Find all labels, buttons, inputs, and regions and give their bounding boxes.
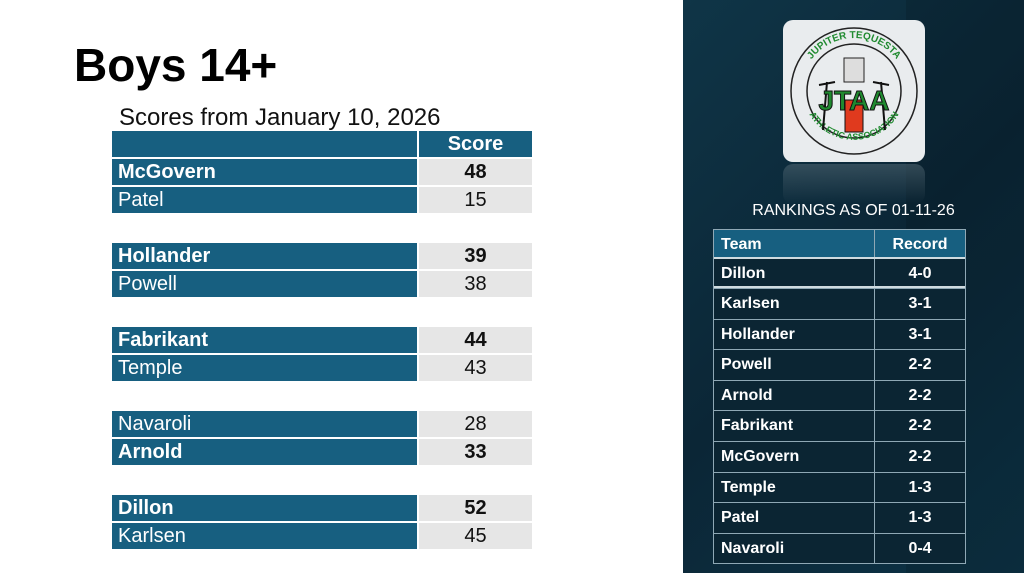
team-score: 28 bbox=[419, 411, 532, 437]
rankings-panel: JUPITER TEQUESTA ATHLETIC ASSOCIATION JT… bbox=[683, 0, 1024, 573]
ranking-team: Patel bbox=[714, 503, 875, 533]
score-row: Hollander 39 bbox=[112, 243, 532, 269]
ranking-row: Karlsen 3-1 bbox=[714, 288, 965, 319]
score-row: Powell 38 bbox=[112, 271, 532, 297]
team-name: Hollander bbox=[112, 243, 417, 269]
ranking-record: 2-2 bbox=[908, 417, 932, 435]
team-score: 15 bbox=[419, 187, 532, 213]
score-row: McGovern 48 bbox=[112, 159, 532, 185]
ranking-row: Powell 2-2 bbox=[714, 349, 965, 380]
page-subtitle: Scores from January 10, 2026 bbox=[119, 104, 441, 131]
ranking-team: Temple bbox=[714, 472, 875, 503]
logo-reflection bbox=[783, 164, 925, 204]
team-column-header bbox=[112, 131, 417, 157]
team-name: Dillon bbox=[112, 495, 417, 521]
ranking-record: 0-4 bbox=[908, 539, 932, 557]
ranking-row: McGovern 2-2 bbox=[714, 440, 965, 472]
ranking-team: Hollander bbox=[714, 319, 875, 350]
score-row: Fabrikant 44 bbox=[112, 327, 532, 353]
ranking-record: 2-2 bbox=[908, 356, 932, 374]
ranking-team: McGovern bbox=[714, 441, 875, 472]
ranking-record: 2-2 bbox=[908, 386, 932, 404]
team-name: Temple bbox=[112, 355, 417, 381]
ranking-row: Patel 1-3 bbox=[714, 502, 965, 533]
record-header: Record bbox=[892, 236, 948, 253]
ranking-team: Dillon bbox=[714, 259, 875, 286]
team-name: Arnold bbox=[112, 439, 417, 465]
rankings-header-row: Team Record bbox=[714, 230, 965, 259]
team-score: 45 bbox=[419, 523, 532, 549]
score-row: Navaroli 28 bbox=[112, 411, 532, 437]
team-score: 43 bbox=[419, 355, 532, 381]
ranking-team: Navaroli bbox=[714, 533, 875, 564]
score-row: Temple 43 bbox=[112, 355, 532, 381]
ranking-record: 3-1 bbox=[908, 295, 932, 312]
ranking-row: Temple 1-3 bbox=[714, 471, 965, 503]
svg-text:JUPITER TEQUESTA: JUPITER TEQUESTA bbox=[805, 30, 903, 61]
game-spacer bbox=[112, 299, 532, 327]
team-name: Karlsen bbox=[112, 523, 417, 549]
score-row: Karlsen 45 bbox=[112, 523, 532, 549]
rankings-title: RANKINGS AS OF 01-11-26 bbox=[752, 202, 955, 219]
team-score: 48 bbox=[419, 159, 532, 185]
ranking-team: Arnold bbox=[714, 380, 875, 411]
game-spacer bbox=[112, 383, 532, 411]
team-score: 52 bbox=[419, 495, 532, 521]
team-name: Patel bbox=[112, 187, 417, 213]
ranking-row: Arnold 2-2 bbox=[714, 379, 965, 411]
team-name: McGovern bbox=[112, 159, 417, 185]
team-score: 38 bbox=[419, 271, 532, 297]
ranking-record: 2-2 bbox=[908, 447, 932, 465]
score-row: Dillon 52 bbox=[112, 495, 532, 521]
game-spacer bbox=[112, 467, 532, 495]
ranking-team: Fabrikant bbox=[714, 411, 875, 441]
scores-table: Score McGovern 48 Patel 15 Hollander 39 Powell… bbox=[112, 131, 532, 551]
team-score: 39 bbox=[419, 243, 532, 269]
rankings-table: Team Record Dillon 4-0 Karlsen 3-1 Hollander… bbox=[713, 229, 966, 565]
score-row: Patel 15 bbox=[112, 187, 532, 213]
scores-header-row: Score bbox=[112, 131, 532, 157]
ranking-row: Navaroli 0-4 bbox=[714, 532, 965, 564]
ranking-row: Dillon 4-0 bbox=[714, 259, 965, 288]
logo-top-text: JUPITER TEQUESTA bbox=[805, 30, 903, 61]
team-score: 44 bbox=[419, 327, 532, 353]
ranking-row: Fabrikant 2-2 bbox=[714, 410, 965, 441]
team-name: Fabrikant bbox=[112, 327, 417, 353]
ranking-row: Hollander 3-1 bbox=[714, 318, 965, 350]
ranking-record: 1-3 bbox=[908, 509, 932, 527]
logo-center-text: JTAA bbox=[818, 85, 889, 116]
score-row: Arnold 33 bbox=[112, 439, 532, 465]
team-score: 33 bbox=[419, 439, 532, 465]
ranking-team: Powell bbox=[714, 350, 875, 380]
game-spacer bbox=[112, 215, 532, 243]
jtaa-logo: JUPITER TEQUESTA ATHLETIC ASSOCIATION JT… bbox=[783, 20, 925, 162]
ranking-record: 4-0 bbox=[908, 265, 932, 282]
team-header: Team bbox=[714, 230, 875, 257]
ranking-team: Karlsen bbox=[714, 289, 875, 319]
ranking-record: 3-1 bbox=[908, 325, 932, 343]
score-column-header: Score bbox=[419, 131, 532, 157]
team-name: Powell bbox=[112, 271, 417, 297]
page-title: Boys 14+ bbox=[74, 39, 278, 91]
ranking-record: 1-3 bbox=[908, 478, 932, 496]
team-name: Navaroli bbox=[112, 411, 417, 437]
